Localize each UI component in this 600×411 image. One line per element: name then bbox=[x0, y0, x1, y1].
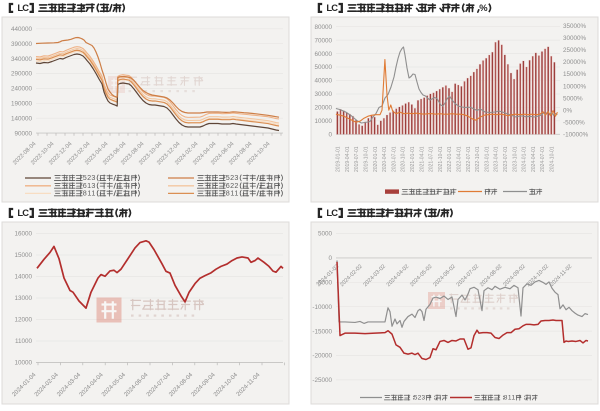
svg-text:-5000%: -5000% bbox=[563, 120, 585, 127]
svg-text:-20000: -20000 bbox=[312, 353, 332, 360]
svg-text:25000%: 25000% bbox=[563, 47, 587, 54]
svg-text:LC: LC bbox=[326, 207, 338, 218]
svg-text:0%: 0% bbox=[563, 107, 573, 114]
svg-text:10000: 10000 bbox=[314, 118, 332, 125]
svg-text:-15000: -15000 bbox=[312, 328, 332, 335]
svg-text:240000: 240000 bbox=[11, 86, 33, 93]
svg-text:LC: LC bbox=[326, 2, 338, 13]
svg-text:2020-10-01: 2020-10-01 bbox=[401, 146, 407, 172]
svg-text:2021-01-01: 2021-01-01 bbox=[410, 146, 416, 172]
svg-text:-10000: -10000 bbox=[312, 304, 332, 311]
svg-text:2019-04-01: 2019-04-01 bbox=[345, 146, 351, 172]
svg-text:2023-04-01: 2023-04-01 bbox=[494, 146, 500, 172]
svg-text:35000%: 35000% bbox=[563, 23, 587, 30]
svg-text:2023-01-01: 2023-01-01 bbox=[484, 146, 490, 172]
svg-text:523: 523 bbox=[83, 173, 96, 182]
svg-text:2020-04-01: 2020-04-01 bbox=[382, 146, 388, 172]
svg-text:20000: 20000 bbox=[314, 105, 332, 112]
svg-text:90000: 90000 bbox=[14, 130, 32, 137]
svg-text:13000: 13000 bbox=[14, 295, 32, 302]
svg-text:2022-10-01: 2022-10-01 bbox=[475, 146, 481, 172]
svg-text:2022-04-01: 2022-04-01 bbox=[457, 146, 463, 172]
svg-text:11000: 11000 bbox=[15, 338, 33, 345]
svg-text:2019-10-01: 2019-10-01 bbox=[364, 146, 370, 172]
svg-text:2020-01-01: 2020-01-01 bbox=[373, 146, 379, 172]
svg-text:15000: 15000 bbox=[14, 252, 32, 259]
svg-text:613: 613 bbox=[83, 181, 96, 190]
svg-text:60000: 60000 bbox=[314, 51, 332, 58]
svg-text:30000%: 30000% bbox=[563, 35, 587, 42]
svg-text:2024-01-01: 2024-01-01 bbox=[522, 146, 528, 172]
svg-text:LC: LC bbox=[17, 2, 29, 13]
svg-text:2023-07-01: 2023-07-01 bbox=[503, 146, 509, 172]
svg-text:-10000%: -10000% bbox=[563, 132, 589, 139]
svg-text:811: 811 bbox=[504, 395, 516, 402]
svg-text:%: % bbox=[479, 2, 488, 13]
svg-text:50000: 50000 bbox=[314, 64, 332, 71]
svg-text:10000%: 10000% bbox=[563, 83, 587, 90]
svg-text:2019-01-01: 2019-01-01 bbox=[336, 146, 342, 172]
svg-text:15000%: 15000% bbox=[563, 71, 587, 78]
svg-text:811: 811 bbox=[226, 189, 239, 198]
svg-text:2023-10-01: 2023-10-01 bbox=[512, 146, 518, 172]
svg-text:2024-04-01: 2024-04-01 bbox=[531, 146, 537, 172]
svg-text:2021-07-01: 2021-07-01 bbox=[429, 146, 435, 172]
svg-text:2024-10-01: 2024-10-01 bbox=[550, 146, 556, 172]
svg-text:16000: 16000 bbox=[14, 231, 32, 238]
svg-text:-25000: -25000 bbox=[312, 377, 332, 384]
svg-text:290000: 290000 bbox=[11, 71, 33, 78]
svg-text:523: 523 bbox=[414, 395, 426, 402]
svg-text:80000: 80000 bbox=[314, 24, 332, 31]
svg-text:40000: 40000 bbox=[314, 78, 332, 85]
svg-text:190000: 190000 bbox=[11, 101, 33, 108]
svg-text:811: 811 bbox=[83, 189, 96, 198]
svg-text:20000%: 20000% bbox=[563, 59, 587, 66]
svg-text:LC: LC bbox=[17, 207, 29, 218]
svg-text:14000: 14000 bbox=[14, 274, 32, 281]
svg-text:140000: 140000 bbox=[11, 115, 33, 122]
svg-text:523: 523 bbox=[226, 173, 239, 182]
svg-text:30000: 30000 bbox=[314, 91, 332, 98]
svg-text:2019-07-01: 2019-07-01 bbox=[354, 146, 360, 172]
svg-text:0: 0 bbox=[328, 132, 332, 139]
svg-text:2021-10-01: 2021-10-01 bbox=[438, 146, 444, 172]
svg-text:12000: 12000 bbox=[14, 317, 32, 324]
svg-text:0: 0 bbox=[328, 255, 332, 262]
svg-text:5000: 5000 bbox=[318, 231, 333, 238]
svg-text:-5000: -5000 bbox=[316, 280, 333, 287]
svg-text:2024-07-01: 2024-07-01 bbox=[540, 146, 546, 172]
svg-text:340000: 340000 bbox=[11, 56, 33, 63]
svg-text:2021-04-01: 2021-04-01 bbox=[419, 146, 425, 172]
svg-text:390000: 390000 bbox=[11, 41, 33, 48]
svg-text:10000: 10000 bbox=[14, 360, 32, 367]
svg-text:2022-07-01: 2022-07-01 bbox=[466, 146, 472, 172]
svg-text:5000%: 5000% bbox=[563, 95, 583, 102]
svg-text:70000: 70000 bbox=[314, 37, 332, 44]
svg-text:440000: 440000 bbox=[11, 26, 33, 33]
svg-text:2022-01-01: 2022-01-01 bbox=[447, 146, 453, 172]
svg-text:622: 622 bbox=[226, 181, 239, 190]
svg-text:2020-07-01: 2020-07-01 bbox=[391, 146, 397, 172]
